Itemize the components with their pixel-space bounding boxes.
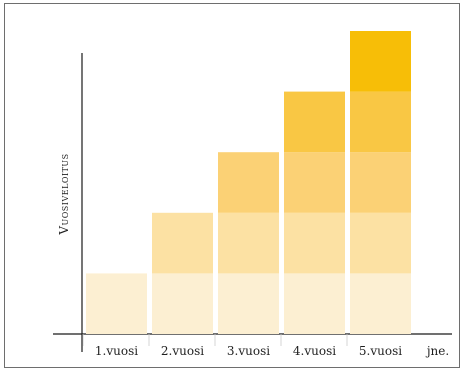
bar-segment-5-5 bbox=[350, 31, 411, 92]
bars-group bbox=[86, 31, 411, 334]
bar-segment-5-1 bbox=[350, 273, 411, 334]
bar-segment-4-4 bbox=[284, 91, 345, 153]
bar-segment-1-1 bbox=[86, 273, 147, 334]
x-tick-label-trailing: jne. bbox=[425, 344, 449, 358]
x-tick-labels: 1.vuosi 2.vuosi 3.vuosi 4.vuosi 5.vuosi bbox=[82, 334, 402, 358]
bar-segment-5-2 bbox=[350, 212, 411, 274]
bar-segment-2-2 bbox=[152, 212, 213, 274]
bar-segment-5-4 bbox=[350, 91, 411, 153]
bar-segment-4-2 bbox=[284, 212, 345, 274]
bar-segment-3-2 bbox=[218, 212, 279, 274]
bar-segment-3-1 bbox=[218, 273, 279, 334]
bar-segment-2-1 bbox=[152, 273, 213, 334]
bar-segment-4-3 bbox=[284, 152, 345, 213]
x-tick-label-2: 2.vuosi bbox=[161, 344, 204, 358]
x-tick-label-4: 4.vuosi bbox=[293, 344, 336, 358]
bar-segment-4-1 bbox=[284, 273, 345, 334]
x-tick-label-5: 5.vuosi bbox=[359, 344, 402, 358]
bar-segment-5-3 bbox=[350, 152, 411, 213]
bar-segment-3-3 bbox=[218, 152, 279, 213]
x-tick-label-1: 1.vuosi bbox=[95, 344, 138, 358]
y-axis-label: Vuosiveloitus bbox=[57, 153, 71, 235]
x-tick-label-3: 3.vuosi bbox=[227, 344, 270, 358]
